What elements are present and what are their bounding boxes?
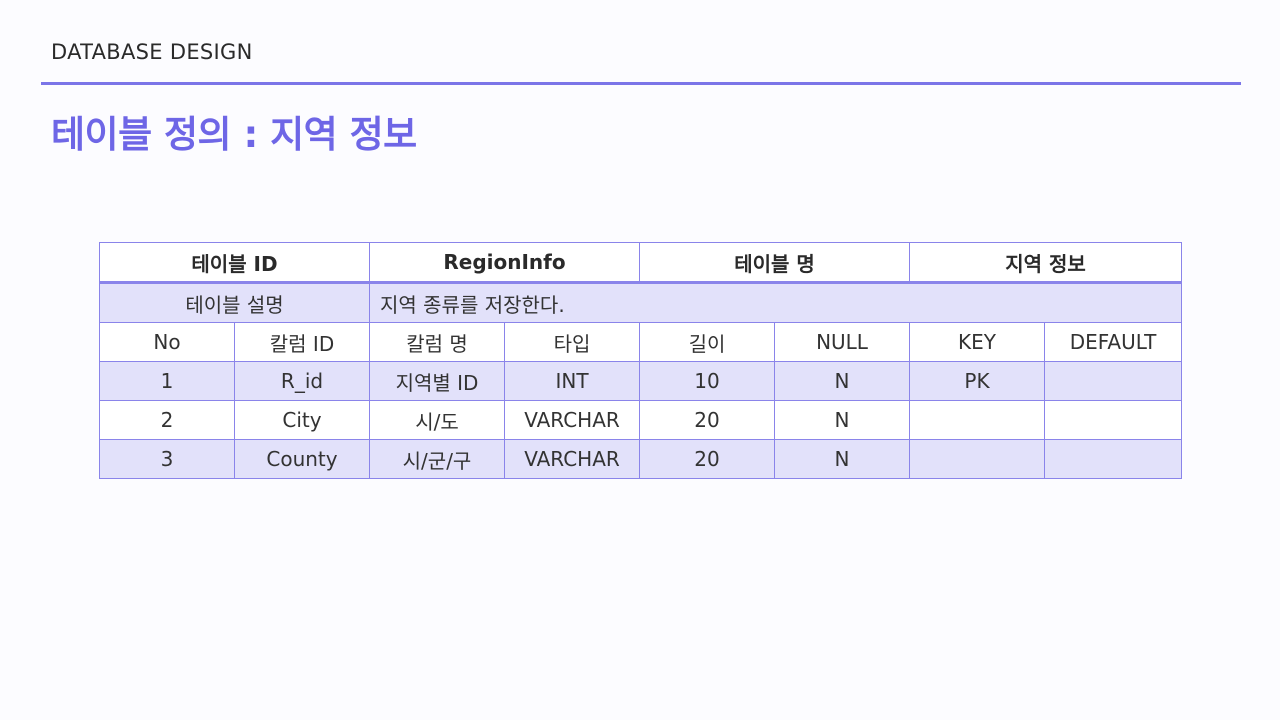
table-definition: 테이블 ID RegionInfo 테이블 명 지역 정보 테이블 설명 지역 … [99,242,1183,479]
column-header: 타입 [504,322,640,362]
column-header-row: No 칼럼 ID 칼럼 명 타입 길이 NULL KEY DEFAULT [99,322,1183,362]
table-id-value: RegionInfo [369,242,640,283]
column-header: KEY [909,322,1046,362]
table-id-label: 테이블 ID [99,242,370,283]
table-cell: VARCHAR [504,439,640,479]
column-header: No [99,322,235,362]
table-name-label: 테이블 명 [638,242,911,283]
table-row: 3 County 시/군/구 VARCHAR 20 N [99,439,1183,479]
table-row: 1 R_id 지역별 ID INT 10 N PK [99,361,1183,401]
table-cell: 3 [99,439,235,479]
table-cell: 시/도 [369,400,505,440]
column-header: 칼럼 명 [369,322,505,362]
table-cell [1044,400,1183,440]
table-cell: N [773,400,911,440]
table-cell: 시/군/구 [369,439,505,479]
table-cell: PK [909,361,1046,401]
table-cell: 1 [99,361,235,401]
table-cell [1044,361,1183,401]
table-meta-row: 테이블 ID RegionInfo 테이블 명 지역 정보 [99,242,1183,283]
column-header: DEFAULT [1044,322,1183,362]
table-cell: N [773,361,911,401]
table-row: 2 City 시/도 VARCHAR 20 N [99,400,1183,440]
header-divider [41,82,1241,85]
table-cell: 20 [639,439,775,479]
column-header: 길이 [639,322,775,362]
table-description-value: 지역 종류를 저장한다. [368,282,1183,323]
table-cell [1044,439,1183,479]
table-cell: INT [504,361,640,401]
table-cell: City [234,400,370,440]
table-description-row: 테이블 설명 지역 종류를 저장한다. [99,282,1183,323]
table-cell: N [773,439,911,479]
table-name-value: 지역 정보 [909,242,1183,283]
table-cell: R_id [234,361,370,401]
table-cell: 지역별 ID [369,361,505,401]
table-cell: 20 [639,400,775,440]
column-header: 칼럼 ID [234,322,370,362]
table-cell: 10 [639,361,775,401]
table-cell [909,400,1046,440]
table-cell: County [234,439,370,479]
table-cell [909,439,1046,479]
table-cell: VARCHAR [504,400,640,440]
section-label: DATABASE DESIGN [51,40,253,64]
column-header: NULL [773,322,911,362]
page-title: 테이블 정의 : 지역 정보 [51,113,417,156]
table-cell: 2 [99,400,235,440]
table-description-label: 테이블 설명 [99,282,370,323]
